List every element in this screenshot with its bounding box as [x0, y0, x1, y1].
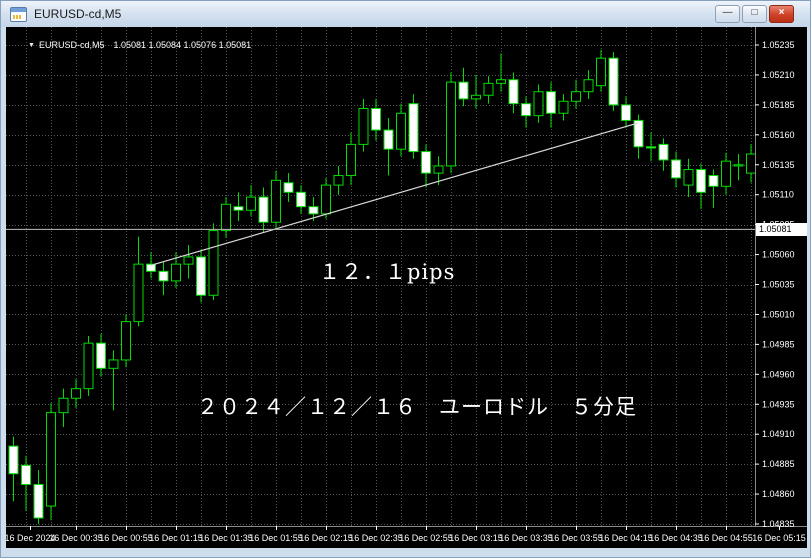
- chart-ohlc-values: 1.05081 1.05084 1.05076 1.05081: [113, 40, 252, 50]
- svg-text:16 Dec 04:55: 16 Dec 04:55: [699, 533, 753, 543]
- svg-text:1.04860: 1.04860: [762, 489, 795, 499]
- svg-text:1.04835: 1.04835: [762, 519, 795, 529]
- svg-text:1.05010: 1.05010: [762, 309, 795, 319]
- svg-text:1.05110: 1.05110: [762, 190, 794, 200]
- svg-text:16 Dec 02:15: 16 Dec 02:15: [299, 533, 353, 543]
- svg-text:16 Dec 00:35: 16 Dec 00:35: [49, 533, 103, 543]
- svg-text:16 Dec 02:55: 16 Dec 02:55: [399, 533, 453, 543]
- svg-text:16 Dec 2024: 16 Dec 2024: [6, 533, 56, 543]
- svg-text:16 Dec 05:15: 16 Dec 05:15: [752, 533, 806, 543]
- svg-text:1.04885: 1.04885: [762, 459, 795, 469]
- restore-button[interactable]: □: [742, 5, 767, 23]
- svg-text:16 Dec 03:35: 16 Dec 03:35: [499, 533, 553, 543]
- chart-canvas[interactable]: 1.05235 1.05210 1.05185 1.05160 1.05135 1.051…: [6, 27, 807, 548]
- svg-text:16 Dec 04:15: 16 Dec 04:15: [599, 533, 653, 543]
- svg-text:1.04935: 1.04935: [762, 399, 795, 409]
- close-button[interactable]: ×: [769, 5, 794, 23]
- svg-text:1.05035: 1.05035: [762, 280, 795, 290]
- svg-text:1.05185: 1.05185: [762, 100, 795, 110]
- window-controls: — □ ×: [715, 5, 794, 23]
- svg-text:1.05135: 1.05135: [762, 160, 795, 170]
- bid-price-box: 1.05081: [756, 223, 807, 236]
- svg-text:1.04960: 1.04960: [762, 369, 795, 379]
- svg-text:16 Dec 04:35: 16 Dec 04:35: [649, 533, 703, 543]
- svg-text:1.04910: 1.04910: [762, 429, 795, 439]
- chart-region: 1.05235 1.05210 1.05185 1.05160 1.05135 1.051…: [6, 27, 807, 548]
- svg-text:16 Dec 01:15: 16 Dec 01:15: [149, 533, 203, 543]
- svg-text:16 Dec 03:55: 16 Dec 03:55: [549, 533, 603, 543]
- title-bar[interactable]: EURUSD-cd,M5 — □ ×: [1, 1, 810, 27]
- svg-text:16 Dec 02:35: 16 Dec 02:35: [349, 533, 403, 543]
- svg-text:16 Dec 00:55: 16 Dec 00:55: [99, 533, 153, 543]
- svg-text:16 Dec 03:15: 16 Dec 03:15: [449, 533, 503, 543]
- svg-text:1.05160: 1.05160: [762, 130, 795, 140]
- symbol-dropdown-icon[interactable]: ▼: [28, 42, 35, 49]
- svg-text:1.05060: 1.05060: [762, 250, 795, 260]
- chart-ohlc-header: ▼ EURUSD-cd,M5 1.05081 1.05084 1.05076 1.0…: [13, 30, 251, 60]
- price-axis[interactable]: [756, 27, 807, 526]
- time-axis[interactable]: [6, 527, 807, 548]
- svg-text:1.04985: 1.04985: [762, 339, 795, 349]
- svg-text:16 Dec 01:35: 16 Dec 01:35: [199, 533, 253, 543]
- minimize-button[interactable]: —: [715, 5, 740, 23]
- chart-window-icon: [10, 6, 27, 22]
- pips-annotation: １２．１pips: [319, 260, 456, 284]
- window-title: EURUSD-cd,M5: [34, 7, 122, 21]
- svg-text:1.05235: 1.05235: [762, 40, 795, 50]
- svg-text:16 Dec 01:55: 16 Dec 01:55: [249, 533, 303, 543]
- svg-text:1.05210: 1.05210: [762, 70, 795, 80]
- date-caption-annotation: ２０２４／１２／１６ ユーロドル ５分足: [197, 395, 637, 419]
- chart-symbol-label: EURUSD-cd,M5: [38, 40, 105, 50]
